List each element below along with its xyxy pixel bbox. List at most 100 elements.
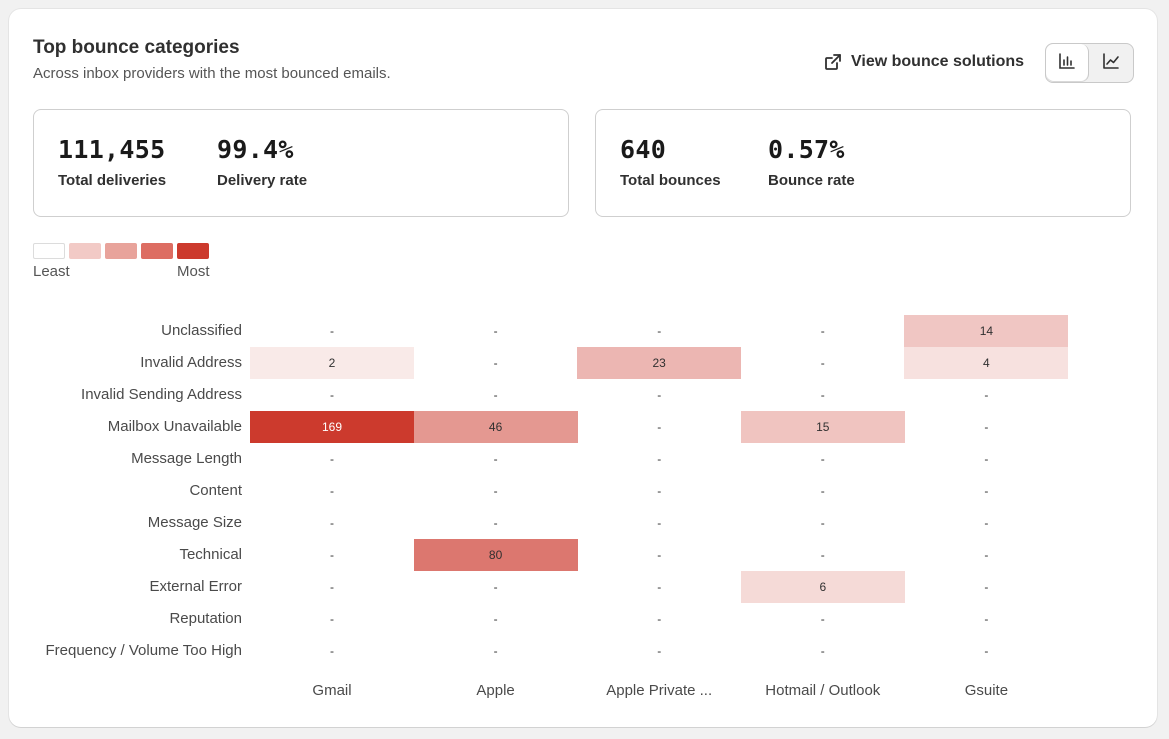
bar-chart-icon xyxy=(1058,52,1076,75)
legend-swatch xyxy=(105,243,137,259)
card-subtitle: Across inbox providers with the most bou… xyxy=(33,65,391,82)
line-chart-view-button[interactable] xyxy=(1089,44,1132,82)
heatmap-cell[interactable]: - xyxy=(820,484,825,498)
heatmap-cell[interactable]: - xyxy=(984,644,989,658)
heatmap-cell[interactable]: - xyxy=(820,612,825,626)
heatmap-cell[interactable]: - xyxy=(984,612,989,626)
heatmap-cell[interactable]: - xyxy=(493,644,498,658)
column-label: Gsuite xyxy=(964,682,1009,699)
row-label: Reputation xyxy=(169,610,242,627)
heatmap-cell[interactable]: - xyxy=(657,324,662,338)
heatmap-cell[interactable]: - xyxy=(330,644,334,658)
heatmap-cell[interactable]: - xyxy=(493,484,498,498)
heatmap-cell[interactable]: 23 xyxy=(577,347,742,379)
legend-swatch xyxy=(69,243,101,259)
legend-swatch xyxy=(141,243,173,259)
legend-least-label: Least xyxy=(33,263,70,280)
bounce-heatmap: Unclassified - - - - 14 Invalid Address 2 - 23 - 4 I… xyxy=(9,9,1157,727)
row-label: Technical xyxy=(179,546,242,563)
heatmap-cell[interactable]: - xyxy=(984,516,989,530)
column-label: Apple Private ... xyxy=(606,682,713,699)
heatmap-cell[interactable]: - xyxy=(493,356,498,370)
row-label: Frequency / Volume Too High xyxy=(45,642,242,659)
bar-chart-view-button[interactable] xyxy=(1046,44,1089,82)
line-chart-icon xyxy=(1102,52,1120,75)
external-link-icon xyxy=(823,52,843,72)
heatmap-cell[interactable]: - xyxy=(984,388,989,402)
heatmap-cell[interactable]: - xyxy=(820,324,825,338)
heatmap-cell[interactable]: - xyxy=(493,580,498,594)
row-label: Content xyxy=(189,482,242,499)
legend-swatches xyxy=(33,243,213,259)
heatmap-cell[interactable]: - xyxy=(657,548,662,562)
row-label: Mailbox Unavailable xyxy=(107,418,242,435)
deliveries-stat-box: 111,455 Total deliveries 99.4% Delivery … xyxy=(33,109,569,217)
heatmap-cell[interactable]: 169 xyxy=(250,411,414,443)
delivery-rate-value: 99.4% xyxy=(217,135,294,164)
total-deliveries-stat: 111,455 Total deliveries xyxy=(58,135,166,189)
heatmap-cell[interactable]: - xyxy=(330,484,334,498)
heatmap-cell[interactable]: - xyxy=(493,516,498,530)
row-label: Invalid Sending Address xyxy=(81,386,242,403)
view-bounce-solutions-link[interactable]: View bounce solutions xyxy=(823,51,1024,73)
heatmap-cell[interactable]: - xyxy=(330,324,334,338)
legend-swatch xyxy=(33,243,65,259)
heatmap-cell[interactable]: 80 xyxy=(413,539,578,571)
heatmap-cell[interactable]: - xyxy=(657,484,662,498)
row-label: Invalid Address xyxy=(140,354,242,371)
heatmap-cell[interactable]: - xyxy=(330,580,334,594)
heatmap-cell[interactable]: 14 xyxy=(904,315,1069,347)
heatmap-cell[interactable]: - xyxy=(657,452,662,466)
heatmap-cell[interactable]: - xyxy=(820,356,825,370)
heatmap-cell[interactable]: - xyxy=(984,484,989,498)
row-label: Message Size xyxy=(147,514,242,531)
heatmap-cell[interactable]: - xyxy=(820,644,825,658)
heatmap-cell[interactable]: - xyxy=(820,548,825,562)
heatmap-cell[interactable]: 4 xyxy=(904,347,1069,379)
heatmap-cell[interactable]: - xyxy=(820,516,825,530)
heatmap-cell[interactable]: 2 xyxy=(250,347,414,379)
heatmap-cell[interactable]: - xyxy=(984,580,989,594)
heatmap-cell[interactable]: - xyxy=(984,452,989,466)
total-deliveries-value: 111,455 xyxy=(58,135,166,164)
legend-swatch xyxy=(177,243,209,259)
view-bounce-solutions-label: View bounce solutions xyxy=(851,53,1025,70)
heatmap-cell[interactable]: 6 xyxy=(740,571,905,603)
column-label: Gmail xyxy=(312,682,352,699)
heatmap-cell[interactable]: - xyxy=(657,516,662,530)
heatmap-cell[interactable]: 46 xyxy=(413,411,578,443)
heatmap-cell[interactable]: - xyxy=(657,420,662,434)
heatmap-cell[interactable]: - xyxy=(657,580,662,594)
heatmap-cell[interactable]: - xyxy=(657,644,662,658)
heatmap-cell[interactable]: - xyxy=(330,516,334,530)
heatmap-cell[interactable]: - xyxy=(820,388,825,402)
delivery-rate-label: Delivery rate xyxy=(217,172,308,189)
row-label: Unclassified xyxy=(161,322,242,339)
heatmap-cell[interactable]: - xyxy=(657,612,662,626)
heatmap-cell[interactable]: - xyxy=(820,452,825,466)
row-label: Message Length xyxy=(131,450,242,467)
heatmap-cell[interactable]: - xyxy=(330,452,334,466)
heatmap-cell[interactable]: - xyxy=(330,548,334,562)
total-bounces-value: 640 xyxy=(620,135,667,164)
heatmap-cell[interactable]: - xyxy=(493,452,498,466)
heatmap-cell[interactable]: - xyxy=(984,548,989,562)
bounce-categories-card: Top bounce categories Across inbox provi… xyxy=(9,9,1157,727)
total-bounces-stat: 640 Total bounces xyxy=(620,135,721,189)
heatmap-legend: Least Most xyxy=(33,243,213,283)
total-deliveries-label: Total deliveries xyxy=(58,172,167,189)
heatmap-cell[interactable]: 15 xyxy=(740,411,905,443)
bounce-rate-stat: 0.57% Bounce rate xyxy=(768,135,855,189)
heatmap-cell[interactable]: - xyxy=(984,420,989,434)
total-bounces-label: Total bounces xyxy=(620,172,721,189)
bounce-rate-label: Bounce rate xyxy=(768,172,855,189)
heatmap-cell[interactable]: - xyxy=(330,388,334,402)
heatmap-cell[interactable]: - xyxy=(657,388,662,402)
heatmap-cell[interactable]: - xyxy=(330,612,334,626)
heatmap-cell[interactable]: - xyxy=(493,612,498,626)
heatmap-cell[interactable]: - xyxy=(493,388,498,402)
column-label: Apple xyxy=(476,682,515,699)
heatmap-cell[interactable]: - xyxy=(493,324,498,338)
column-label: Hotmail / Outlook xyxy=(765,682,881,699)
row-label: External Error xyxy=(149,578,242,595)
